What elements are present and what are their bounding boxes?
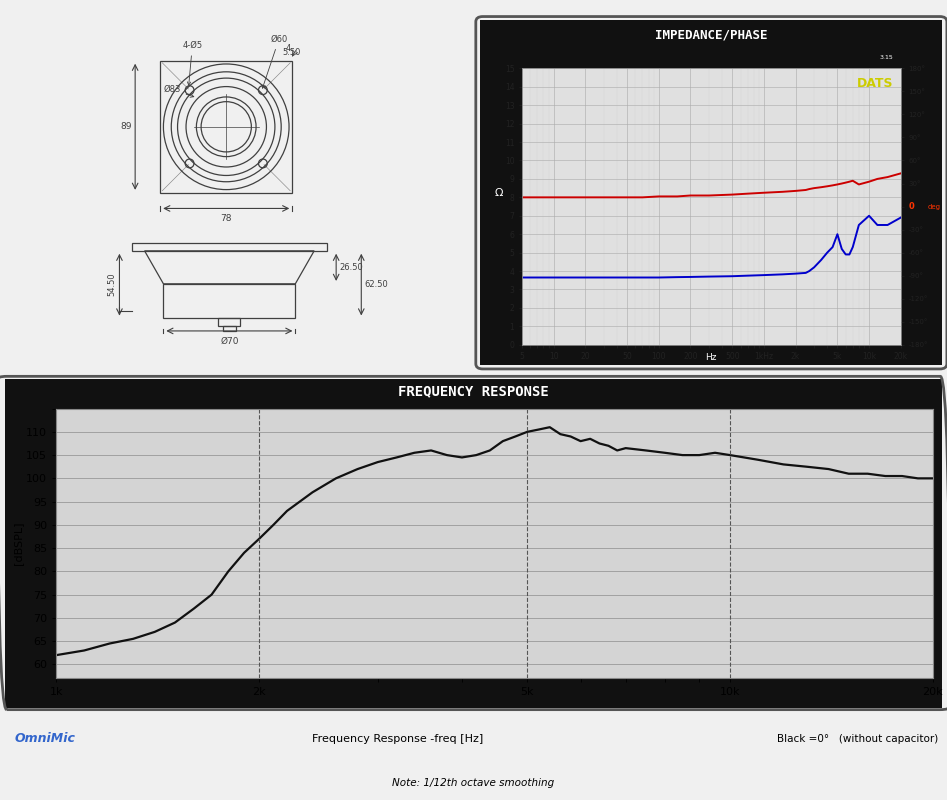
- Text: Black =0°   (without capacitor): Black =0° (without capacitor): [777, 734, 938, 744]
- Text: Ø60: Ø60: [262, 35, 288, 88]
- Text: Ω: Ω: [494, 188, 503, 198]
- Text: Frequency Response -freq [Hz]: Frequency Response -freq [Hz]: [313, 734, 483, 744]
- Text: 62.50: 62.50: [365, 280, 388, 289]
- Bar: [219, 318, 241, 326]
- Text: Ø83: Ø83: [164, 86, 194, 98]
- Text: 4: 4: [286, 45, 291, 54]
- Text: deg: deg: [927, 203, 940, 210]
- Bar: [223, 326, 236, 331]
- Bar: [164, 284, 295, 318]
- Text: FREQUENCY RESPONSE: FREQUENCY RESPONSE: [398, 384, 549, 398]
- Text: 54.50: 54.50: [107, 273, 116, 297]
- Text: Note: 1/12th octave smoothing: Note: 1/12th octave smoothing: [392, 778, 555, 787]
- Text: 78: 78: [221, 214, 232, 223]
- Text: 0: 0: [908, 202, 914, 211]
- Text: 26.50: 26.50: [339, 263, 363, 272]
- Text: 5.50: 5.50: [283, 47, 301, 57]
- Text: IMPEDANCE/PHASE: IMPEDANCE/PHASE: [655, 29, 768, 42]
- Text: 89: 89: [120, 122, 132, 131]
- Text: 4-Ø5: 4-Ø5: [182, 42, 203, 86]
- Bar: [160, 61, 293, 193]
- Text: Ø70: Ø70: [220, 337, 239, 346]
- Bar: [132, 243, 327, 251]
- Text: OmniMic: OmniMic: [14, 733, 75, 746]
- Text: Hz: Hz: [706, 353, 717, 362]
